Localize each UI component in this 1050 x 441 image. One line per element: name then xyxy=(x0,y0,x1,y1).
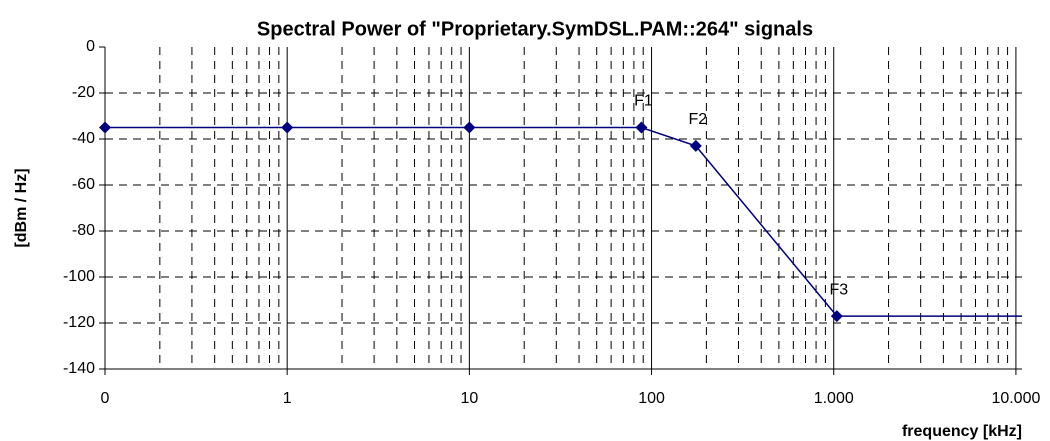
x-tick-label: 10 xyxy=(460,390,478,407)
x-tick-label: 10.000 xyxy=(991,390,1040,407)
x-axis-label: frequency [kHz] xyxy=(902,423,1022,440)
point-label: F2 xyxy=(688,111,707,128)
marker xyxy=(99,121,111,134)
x-tick-label: 0 xyxy=(101,390,110,407)
marker xyxy=(463,121,476,134)
y-tick-label: -120 xyxy=(63,314,95,331)
y-tick-label: -140 xyxy=(63,360,95,377)
chart-title: Spectral Power of "Proprietary.SymDSL.PA… xyxy=(257,18,813,40)
y-tick-label: -40 xyxy=(72,130,95,147)
marker xyxy=(635,121,648,134)
y-tick-label: 0 xyxy=(86,38,95,55)
marker xyxy=(689,139,702,152)
point-label: F1 xyxy=(634,93,653,110)
y-tick-label: -80 xyxy=(72,222,95,239)
y-tick-label: -100 xyxy=(63,268,95,285)
y-tick-label: -20 xyxy=(72,84,95,101)
y-axis-label: [dBm / Hz] xyxy=(13,168,30,247)
x-tick-label: 100 xyxy=(638,390,665,407)
x-tick-label: 1 xyxy=(283,390,292,407)
marker xyxy=(830,310,843,323)
y-tick-label: -60 xyxy=(72,176,95,193)
point-label: F3 xyxy=(829,281,848,298)
data-line xyxy=(105,126,1022,317)
x-tick-label: 1.000 xyxy=(814,390,854,407)
marker xyxy=(281,121,294,134)
